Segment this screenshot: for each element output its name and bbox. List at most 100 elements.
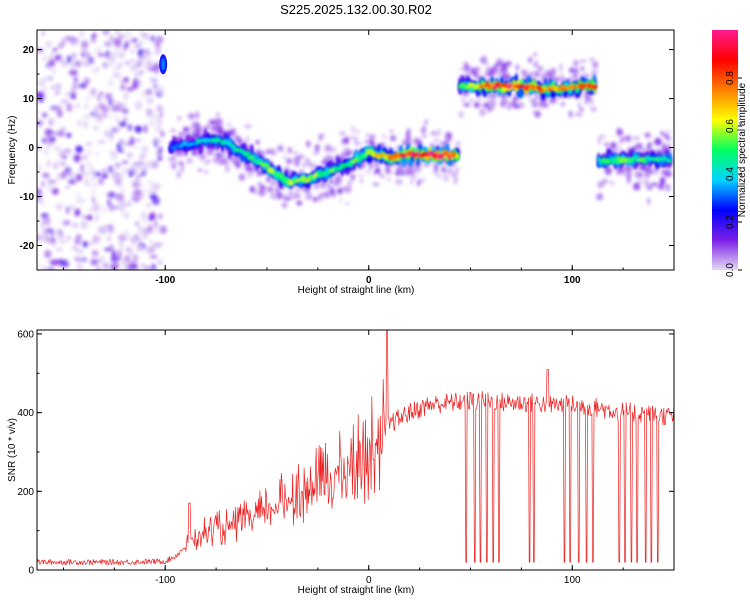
noise-blob	[116, 249, 123, 254]
noise-blob	[66, 206, 70, 214]
noise-blob	[52, 243, 56, 248]
noise-blob	[41, 266, 48, 270]
noise-blob	[139, 154, 146, 159]
noise-blob	[41, 181, 45, 187]
noise-blob	[50, 106, 59, 112]
colorbar-tick-label: 0.6	[725, 119, 736, 133]
noise-blob	[131, 235, 136, 245]
noise-blob	[122, 116, 128, 123]
noise-blob	[133, 145, 139, 150]
noise-blob	[80, 220, 88, 229]
noise-blob	[76, 192, 80, 200]
noise-blob	[111, 250, 117, 258]
noise-blob	[46, 159, 51, 168]
noise-blob	[91, 67, 98, 75]
noise-blob	[48, 236, 57, 244]
noise-blob	[135, 138, 142, 143]
noise-blob	[134, 44, 142, 48]
noise-blob	[131, 81, 140, 90]
noise-blob	[42, 57, 51, 61]
noise-blob	[44, 41, 53, 47]
noise-blob	[80, 214, 86, 218]
noise-blob	[75, 173, 83, 182]
noise-blob	[37, 234, 41, 242]
noise-blob	[85, 96, 90, 102]
noise-blob	[80, 164, 84, 173]
noise-blob	[53, 67, 57, 75]
noise-blob	[124, 60, 131, 66]
noise-blob	[90, 258, 99, 266]
noise-blob	[45, 128, 54, 136]
noise-blob	[122, 167, 131, 174]
snr-frame	[36, 329, 675, 571]
noise-blob	[43, 239, 51, 243]
noise-blob	[38, 201, 47, 206]
noise-blob	[134, 101, 143, 110]
noise-blob	[153, 64, 160, 69]
noise-blob	[128, 251, 135, 258]
noise-blob	[153, 229, 159, 235]
noise-blob	[50, 50, 54, 60]
noise-blob	[145, 108, 153, 115]
noise-blob	[148, 212, 156, 221]
noise-blob	[140, 173, 145, 177]
noise-blob	[70, 53, 75, 62]
noise-blob	[41, 30, 45, 36]
noise-blob	[55, 247, 64, 252]
noise-blob	[117, 51, 126, 59]
noise-blob	[42, 137, 47, 144]
noise-blob	[160, 130, 165, 138]
noise-blob	[114, 50, 118, 55]
noise-blob	[128, 169, 134, 178]
noise-blob	[143, 232, 148, 239]
noise-blob	[67, 235, 71, 241]
noise-blob	[45, 228, 55, 233]
noise-blob	[46, 183, 55, 193]
noise-blob	[148, 189, 155, 194]
noise-blob	[84, 51, 91, 59]
ridge-0	[167, 111, 461, 209]
noise-blob	[103, 92, 111, 100]
noise-blob	[141, 263, 145, 269]
noise-blob	[37, 110, 42, 114]
noise-blob	[50, 85, 57, 90]
noise-blob	[76, 197, 86, 204]
y-tick-label: 0	[28, 566, 34, 577]
y-tick-label: 600	[17, 329, 34, 340]
noise-blob	[112, 172, 117, 177]
noise-blob	[76, 208, 81, 217]
snr-line	[37, 330, 674, 566]
noise-blob	[116, 256, 120, 262]
noise-blob	[127, 258, 135, 265]
x-tick-label: 100	[564, 275, 581, 286]
ridge-2	[596, 127, 673, 205]
noise-blob	[129, 64, 137, 72]
noise-blob	[37, 143, 40, 147]
noise-blob	[119, 173, 125, 180]
noise-blob	[60, 59, 69, 67]
noise-blob	[66, 103, 73, 112]
noise-blob	[132, 161, 141, 167]
noise-blob	[80, 171, 90, 177]
colorbar-tick-label: 0.4	[725, 167, 736, 181]
noise-blob	[37, 147, 44, 151]
noise-blob	[94, 182, 99, 188]
noise-blob	[82, 241, 88, 248]
noise-blob	[79, 154, 88, 161]
snr-x-label: Height of straight line (km)	[298, 585, 415, 596]
noise-blob	[43, 148, 50, 156]
noise-blob	[96, 265, 101, 270]
snr-panel: -100 0 100 0 200 400 600 Height of straight li…	[7, 329, 675, 596]
x-tick-label: -100	[155, 575, 175, 586]
noise-blob	[144, 124, 148, 134]
noise-blob	[92, 203, 100, 212]
noise-blob	[133, 188, 143, 195]
noise-blob	[92, 235, 101, 244]
y-tick-label: 20	[23, 45, 35, 56]
x-tick-label: 0	[366, 275, 372, 286]
x-tick-label: 0	[366, 575, 372, 586]
noise-blob	[144, 187, 148, 195]
noise-blob	[107, 202, 114, 211]
noise-blob	[42, 172, 50, 179]
